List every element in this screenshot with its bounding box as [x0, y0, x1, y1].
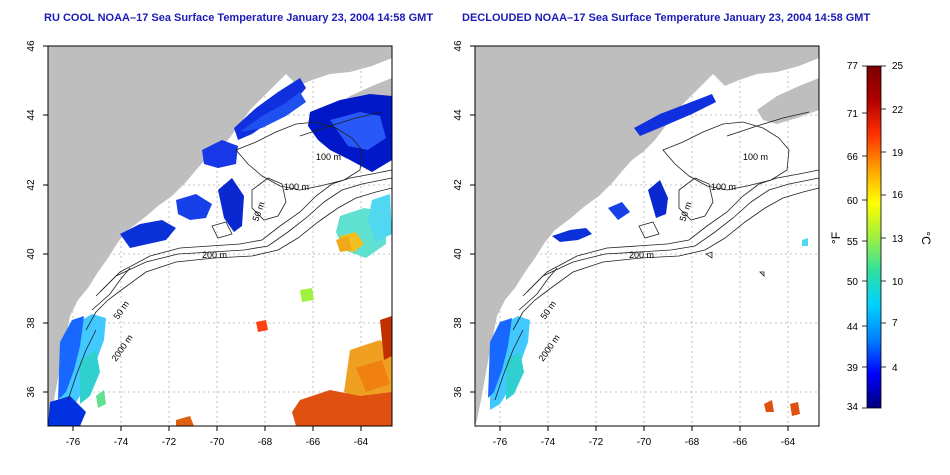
- y-tick-label: 44: [26, 109, 37, 121]
- contour-label: 100 m: [743, 152, 768, 162]
- celsius-label: °C: [919, 231, 933, 245]
- left-contours: [67, 111, 392, 401]
- contour-label: 100 m: [316, 152, 341, 162]
- y-tick-label: 38: [453, 317, 464, 329]
- right-x-tick-labels: -76 -74 -72 -70 -68 -66 -64: [493, 437, 796, 448]
- f-tick-label: 39: [847, 363, 859, 374]
- right-contours: [494, 111, 819, 401]
- x-tick-label: -68: [258, 437, 273, 448]
- y-tick-label: 42: [26, 179, 37, 191]
- f-tick-label: 50: [847, 277, 859, 288]
- y-tick-label: 46: [453, 40, 464, 52]
- x-tick-label: -68: [685, 437, 700, 448]
- x-tick-label: -70: [637, 437, 652, 448]
- f-tick-label: 77: [847, 61, 859, 72]
- y-tick-label: 40: [26, 248, 37, 260]
- left-map-title: RU COOL NOAA–17 Sea Surface Temperature …: [44, 12, 434, 24]
- left-y-tick-labels: 36 38 40 42 44 46: [26, 40, 37, 398]
- f-tick-label: 60: [847, 196, 859, 207]
- right-map-title: DECLOUDED NOAA–17 Sea Surface Temperatur…: [462, 12, 871, 24]
- contour-label: 100 m: [284, 182, 309, 192]
- right-sst-patches: [488, 94, 808, 416]
- right-axis-ticks: [470, 45, 789, 431]
- x-tick-label: -74: [541, 437, 556, 448]
- left-map-panel: 100 m 100 m 50 m 200 m 50 m 2000 m -76 -…: [26, 40, 393, 448]
- left-sst-patches: [48, 78, 392, 426]
- c-tick-label: 19: [892, 148, 904, 159]
- x-tick-label: -64: [354, 437, 369, 448]
- x-tick-label: -64: [781, 437, 796, 448]
- left-land: [48, 46, 392, 426]
- right-y-tick-labels: 36 38 40 42 44 46: [453, 40, 464, 398]
- x-tick-label: -76: [66, 437, 81, 448]
- fahrenheit-label: °F: [829, 232, 843, 244]
- x-tick-label: -66: [733, 437, 748, 448]
- colorbar-f-ticks: 77 71 66 60 55 50 44 39 34: [847, 61, 859, 413]
- f-tick-label: 66: [847, 152, 859, 163]
- colorbar-gradient: [866, 65, 882, 409]
- c-tick-label: 13: [892, 234, 904, 245]
- right-map-panel: 100 m 100 m 50 m 200 m 50 m 2000 m -76 -…: [453, 40, 820, 448]
- x-tick-label: -70: [210, 437, 225, 448]
- c-tick-label: 10: [892, 277, 904, 288]
- contour-label: 200 m: [629, 250, 654, 260]
- left-axis-ticks: [43, 45, 362, 431]
- y-tick-label: 36: [453, 386, 464, 398]
- x-tick-label: -72: [589, 437, 604, 448]
- c-tick-label: 4: [892, 363, 898, 374]
- x-tick-label: -76: [493, 437, 508, 448]
- f-tick-label: 44: [847, 322, 859, 333]
- c-tick-label: 22: [892, 105, 904, 116]
- y-tick-label: 42: [453, 179, 464, 191]
- y-tick-label: 44: [453, 109, 464, 121]
- x-tick-label: -72: [162, 437, 177, 448]
- left-x-tick-labels: -76 -74 -72 -70 -68 -66 -64: [66, 437, 369, 448]
- y-tick-label: 40: [453, 248, 464, 260]
- temperature-colorbar: 77 71 66 60 55 50 44 39 34 25 22 19 16 1…: [829, 61, 933, 413]
- f-tick-label: 55: [847, 237, 859, 248]
- c-tick-label: 25: [892, 61, 904, 72]
- x-tick-label: -66: [306, 437, 321, 448]
- f-tick-label: 34: [847, 402, 859, 413]
- f-tick-label: 71: [847, 109, 859, 120]
- right-land: [475, 46, 819, 426]
- contour-label: 200 m: [202, 250, 227, 260]
- y-tick-label: 36: [26, 386, 37, 398]
- y-tick-label: 46: [26, 40, 37, 52]
- colorbar-c-ticks: 25 22 19 16 13 10 7 4: [892, 61, 904, 374]
- contour-label: 100 m: [711, 182, 736, 192]
- right-nova-scotia: [757, 78, 819, 124]
- x-tick-label: -74: [114, 437, 129, 448]
- c-tick-label: 16: [892, 190, 904, 201]
- y-tick-label: 38: [26, 317, 37, 329]
- c-tick-label: 7: [892, 318, 898, 329]
